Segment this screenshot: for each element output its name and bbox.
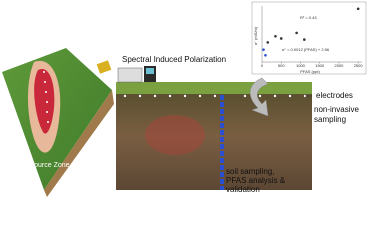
source-zone-label: AFFF Source Zone — [10, 162, 70, 169]
x-tick-label: 1000 — [296, 63, 306, 68]
r-squared: R² = 0.43 — [300, 15, 317, 20]
x-tick-label: 500 — [278, 63, 285, 68]
point — [264, 53, 267, 57]
point — [295, 31, 298, 35]
soil-photo — [116, 82, 312, 190]
point — [279, 37, 283, 40]
soil-sampling-label: validation — [226, 185, 260, 194]
plume-core — [34, 68, 55, 134]
point — [262, 48, 265, 51]
sip-label: Spectral Induced Polarization — [122, 55, 226, 64]
contamination — [145, 115, 205, 155]
point — [356, 7, 360, 11]
point — [303, 38, 306, 41]
field-electrodes — [43, 71, 49, 123]
instrument — [96, 60, 156, 83]
soil-sampling-label: soil sampling, — [226, 167, 274, 176]
field-illustration — [2, 48, 114, 197]
x-tick-label: 2500 — [354, 63, 364, 68]
equation: σ'' = 0.0012 (PFAS) + 2.56 — [282, 47, 330, 52]
y-axis-label: σ'' (mS/m) — [253, 26, 258, 45]
x-axis-label: PFAS (ppt) — [300, 69, 320, 74]
field-edge — [44, 90, 114, 197]
x-tick-label: 2000 — [334, 63, 344, 68]
electrode-row — [123, 94, 307, 98]
inset-chart: PFAS (ppt) σ'' (mS/m) R² = 0.43 σ'' = 0.… — [251, 1, 367, 75]
soil-profile — [116, 82, 312, 190]
point — [274, 34, 277, 38]
soil-sampling-label: PFAS analysis & — [226, 176, 286, 185]
inset-frame — [251, 1, 367, 75]
point — [266, 41, 270, 44]
non-invasive-label: sampling — [314, 115, 346, 124]
grass — [116, 82, 312, 94]
graphical-abstract: AFFF Source Zone Spectral Induced Polari… — [2, 1, 367, 197]
x-tick-label: 0 — [261, 63, 264, 68]
x-tick-label: 1500 — [315, 63, 325, 68]
non-invasive-label: non-invasive — [314, 105, 359, 114]
arrow — [250, 77, 269, 117]
electrodes-label: electrodes — [316, 91, 353, 100]
